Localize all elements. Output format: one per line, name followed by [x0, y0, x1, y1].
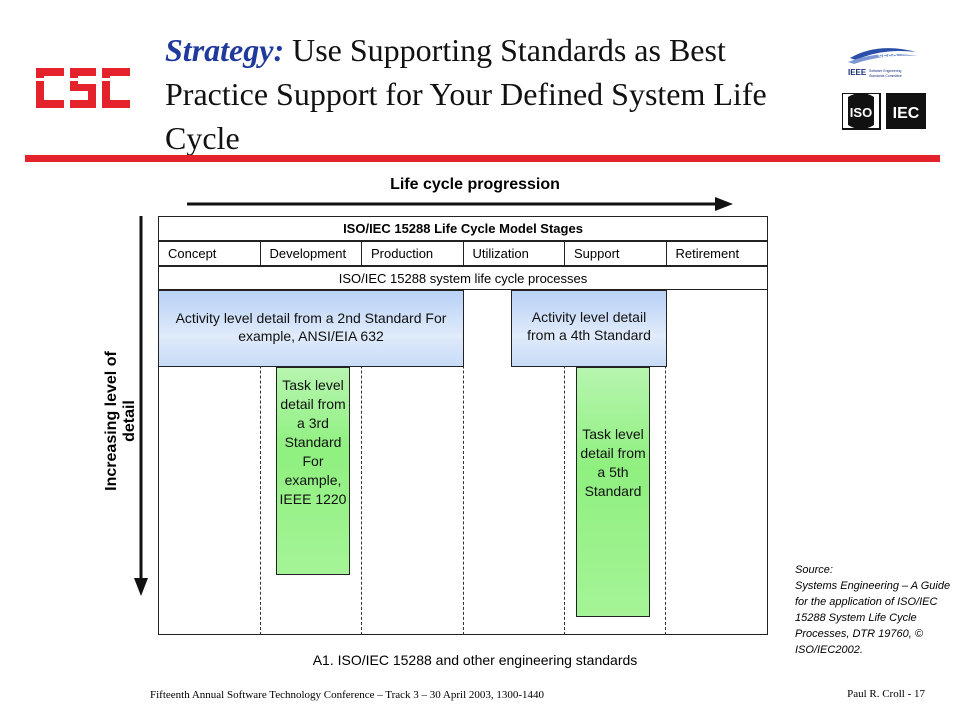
footer-author-page: Paul R. Croll - 17	[847, 688, 925, 700]
processes-row: ISO/IEC 15288 system life cycle processe…	[158, 266, 768, 290]
stages-header: ISO/IEC 15288 Life Cycle Model Stages	[158, 216, 768, 241]
svg-text:CSC: CSC	[84, 95, 86, 97]
title-rule	[25, 155, 940, 162]
stage-utilization: Utilization	[464, 242, 565, 265]
csc-logo: CSC	[36, 68, 130, 108]
title-keyword: Strategy:	[165, 32, 285, 68]
figure-caption: A1. ISO/IEC 15288 and other engineering …	[312, 652, 638, 668]
svg-text:Standards Committee: Standards Committee	[869, 74, 902, 78]
life-cycle-arrow	[187, 197, 733, 211]
detail-label: Increasing level of detail	[103, 351, 138, 491]
stage-support: Support	[565, 242, 667, 265]
stage-divider	[665, 290, 666, 635]
slide-title: Strategy: Use Supporting Standards as Be…	[165, 28, 830, 160]
stage-divider	[463, 290, 464, 635]
ieee-seso-logo: SESO IEEE Software Engineering Standards…	[848, 48, 918, 78]
svg-text:IEEE: IEEE	[848, 68, 867, 77]
title-text: Use Supporting Standards as Best Practic…	[165, 32, 767, 156]
task-3rd-standard-box: Task level detail from a 3rd Standard Fo…	[276, 367, 350, 575]
stage-retirement: Retirement	[675, 246, 740, 261]
source-note: Source: Systems Engineering – A Guide fo…	[795, 564, 951, 656]
svg-text:Software Engineering: Software Engineering	[869, 69, 902, 73]
footer-conference: Fifteenth Annual Software Technology Con…	[150, 689, 545, 701]
life-cycle-label: Life cycle progression	[390, 176, 560, 193]
detail-arrow	[134, 216, 148, 596]
stage-development: Development	[261, 242, 362, 265]
activity-2nd-standard-box: Activity level detail from a 2nd Standar…	[158, 290, 464, 367]
stage-divider	[361, 290, 362, 635]
svg-text:ISO: ISO	[850, 105, 872, 120]
stage-divider	[564, 290, 565, 635]
activity-4th-standard-box: Activity level detail from a 4th Standar…	[511, 290, 667, 367]
svg-text:IEC: IEC	[893, 105, 920, 122]
iso-iec-logo: ISO IEC	[842, 93, 926, 130]
svg-text:SESO: SESO	[878, 54, 898, 61]
stage-concept: Concept	[159, 242, 261, 265]
stages-row: Concept Development Production Utilizati…	[158, 241, 768, 266]
stage-production: Production	[362, 242, 464, 265]
stage-divider	[260, 290, 261, 635]
task-5th-standard-box: Task level detail from a 5th Standard	[576, 367, 650, 617]
